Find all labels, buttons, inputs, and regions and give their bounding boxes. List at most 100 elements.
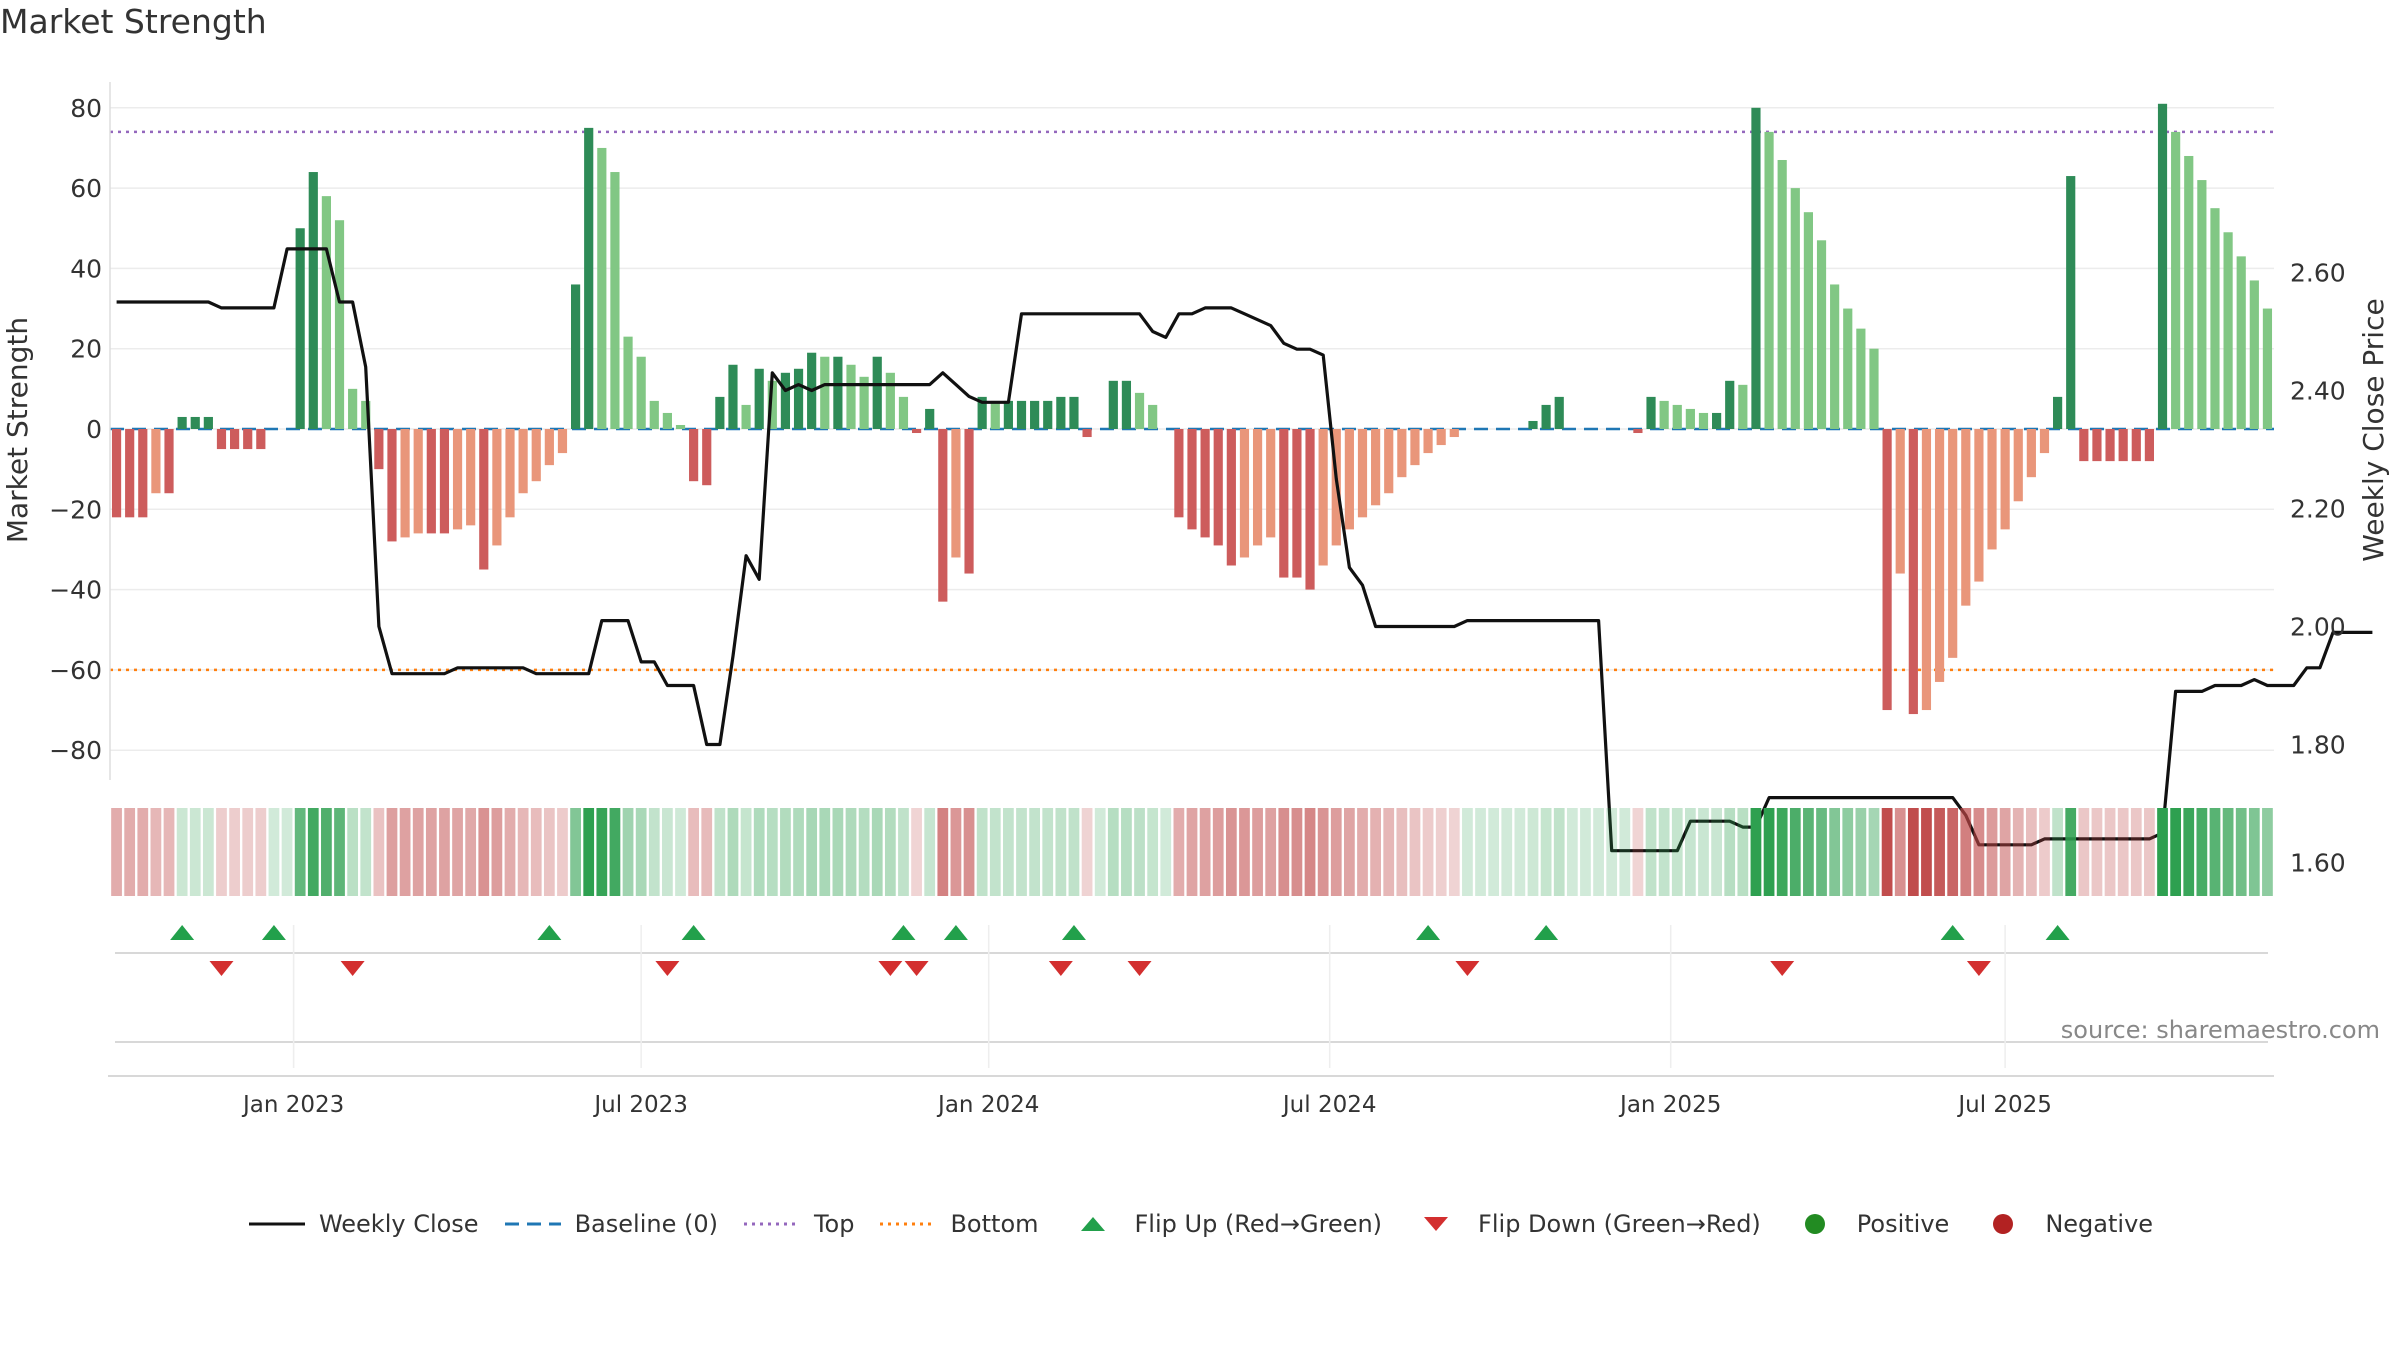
heat-cell bbox=[268, 808, 280, 896]
heat-cell bbox=[557, 808, 568, 896]
strength-bar bbox=[728, 364, 738, 429]
heat-cell bbox=[1186, 808, 1198, 896]
strength-bar bbox=[1751, 107, 1761, 430]
y-left-tick-label: 80 bbox=[70, 94, 102, 123]
strength-bar bbox=[2118, 429, 2128, 462]
strength-bar bbox=[413, 429, 423, 534]
heat-cell bbox=[1737, 808, 1749, 896]
heat-cell bbox=[1121, 808, 1132, 896]
heat-cell bbox=[832, 808, 844, 896]
heat-cell bbox=[596, 808, 608, 896]
strength-bar bbox=[151, 429, 161, 494]
strength-bar bbox=[295, 228, 305, 429]
heat-cell bbox=[1344, 808, 1355, 896]
chart-canvas: 80 60 40 20 0 −20 −40 −60 −80 2.60 2.40 2.20 2.00 1.8… bbox=[1, 82, 2390, 1118]
strength-bar bbox=[925, 408, 935, 429]
heat-cell bbox=[255, 808, 267, 896]
source-note: source: sharemaestro.com bbox=[2060, 1016, 2380, 1044]
strength-bar bbox=[1187, 429, 1197, 530]
strength-bar bbox=[1948, 429, 1958, 658]
flip-up-marker bbox=[170, 925, 195, 940]
heat-cell bbox=[1462, 808, 1473, 896]
strength-bar bbox=[715, 396, 725, 429]
heat-cell bbox=[1042, 808, 1054, 896]
strength-bar bbox=[793, 368, 804, 429]
heat-cell bbox=[1055, 808, 1067, 896]
heat-cell bbox=[1684, 808, 1696, 896]
heat-cell bbox=[1842, 808, 1854, 896]
legend-circle-red-icon bbox=[1993, 1214, 2014, 1234]
legend-item: Negative bbox=[1973, 1210, 2153, 1238]
strength-bar bbox=[2079, 429, 2089, 462]
heat-cell bbox=[1199, 808, 1211, 896]
heat-cell bbox=[2012, 808, 2024, 896]
strength-bar bbox=[1449, 429, 1459, 438]
heat-cell bbox=[294, 808, 306, 896]
strength-bar bbox=[833, 356, 843, 429]
heat-cell bbox=[1566, 808, 1578, 896]
heat-cell bbox=[675, 808, 686, 896]
strength-bar bbox=[938, 429, 948, 602]
heat-cell bbox=[399, 808, 411, 896]
strength-bar bbox=[1436, 429, 1446, 446]
strength-bar bbox=[479, 429, 489, 570]
y-left-tick-label: −80 bbox=[49, 736, 102, 765]
strength-bar bbox=[321, 196, 331, 429]
heat-cell bbox=[2052, 808, 2063, 896]
heat-cell bbox=[1829, 808, 1841, 896]
strength-bar bbox=[1148, 404, 1158, 429]
chart-title: Market Strength bbox=[0, 2, 267, 41]
heat-cell bbox=[871, 808, 883, 896]
strength-bar bbox=[177, 416, 187, 429]
heat-cell bbox=[2170, 808, 2182, 896]
strength-bar bbox=[111, 429, 122, 518]
heat-cell bbox=[924, 808, 936, 896]
strength-bar bbox=[2144, 429, 2154, 462]
legend-item: Baseline (0) bbox=[503, 1210, 718, 1238]
legend-item: Top bbox=[742, 1210, 854, 1238]
flip-up-marker bbox=[2045, 925, 2070, 940]
y-left-tick-label: 20 bbox=[70, 335, 102, 364]
heat-cell bbox=[189, 808, 201, 896]
heat-cell bbox=[491, 808, 503, 896]
strength-bar bbox=[1134, 392, 1145, 429]
heat-cell bbox=[1016, 808, 1027, 896]
strength-bar bbox=[2053, 396, 2063, 429]
heat-cell bbox=[2065, 808, 2077, 896]
strength-bar bbox=[2000, 429, 2010, 530]
flip-down-marker bbox=[1966, 961, 1991, 976]
strength-bar bbox=[1423, 429, 1433, 454]
heat-cell bbox=[1107, 808, 1119, 896]
heat-cell bbox=[1632, 808, 1644, 896]
x-tick-label: Jan 2024 bbox=[936, 1092, 1039, 1118]
strength-bar bbox=[256, 429, 266, 450]
strength-bar bbox=[1646, 396, 1656, 429]
strength-bar bbox=[2092, 429, 2102, 462]
strength-bar bbox=[1882, 429, 1892, 711]
flip-up-marker bbox=[1940, 925, 1965, 940]
heat-cell bbox=[1094, 808, 1106, 896]
strength-bar bbox=[361, 400, 371, 429]
strength-bar bbox=[1633, 429, 1643, 434]
strength-bar bbox=[1200, 429, 1210, 538]
strength-bar bbox=[2131, 429, 2141, 462]
flip-down-marker bbox=[1127, 961, 1152, 976]
y-right-tick-label: 1.80 bbox=[2290, 731, 2346, 760]
strength-bar bbox=[1856, 328, 1866, 429]
strength-bar bbox=[2039, 429, 2050, 454]
flip-up-marker bbox=[1061, 925, 1086, 940]
legend-item: Flip Up (Red→Green) bbox=[1063, 1210, 1382, 1238]
x-axis: Jan 2023 Jul 2023 Jan 2024 Jul 2024 Jan 2025… bbox=[108, 925, 2274, 1118]
heat-cell bbox=[347, 808, 359, 896]
strength-bar bbox=[531, 429, 541, 482]
heat-cell bbox=[688, 808, 700, 896]
strength-bar bbox=[1659, 400, 1669, 429]
heat-cell bbox=[111, 808, 122, 896]
heat-cell bbox=[570, 808, 581, 896]
strength-bar bbox=[1344, 429, 1354, 530]
heat-cell bbox=[898, 808, 909, 896]
strength-bar bbox=[1738, 384, 1748, 429]
strength-bar bbox=[1777, 159, 1787, 429]
strength-bar bbox=[1764, 131, 1774, 429]
heat-cell bbox=[1947, 808, 1959, 896]
